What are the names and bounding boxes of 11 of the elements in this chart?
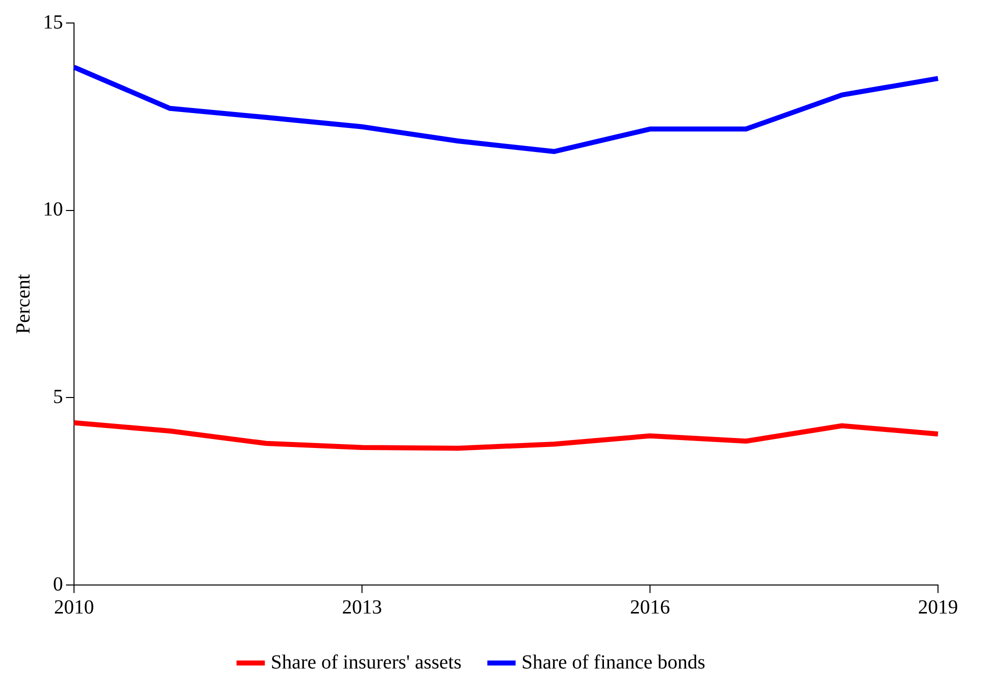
x-tick-label: 2013	[342, 596, 382, 618]
legend-label: Share of insurers' assets	[270, 651, 462, 674]
y-tick-label: 0	[53, 573, 63, 596]
y-tick-label: 5	[53, 386, 63, 408]
legend-label: Share of finance bonds	[521, 651, 706, 674]
x-tick-label: 2010	[54, 596, 94, 618]
x-tick-label: 2019	[918, 596, 958, 618]
y-axis-title: Percent	[12, 274, 34, 334]
x-tick-label: 2016	[630, 596, 670, 618]
y-tick-label: 10	[43, 198, 63, 221]
y-tick-label: 15	[43, 11, 63, 34]
